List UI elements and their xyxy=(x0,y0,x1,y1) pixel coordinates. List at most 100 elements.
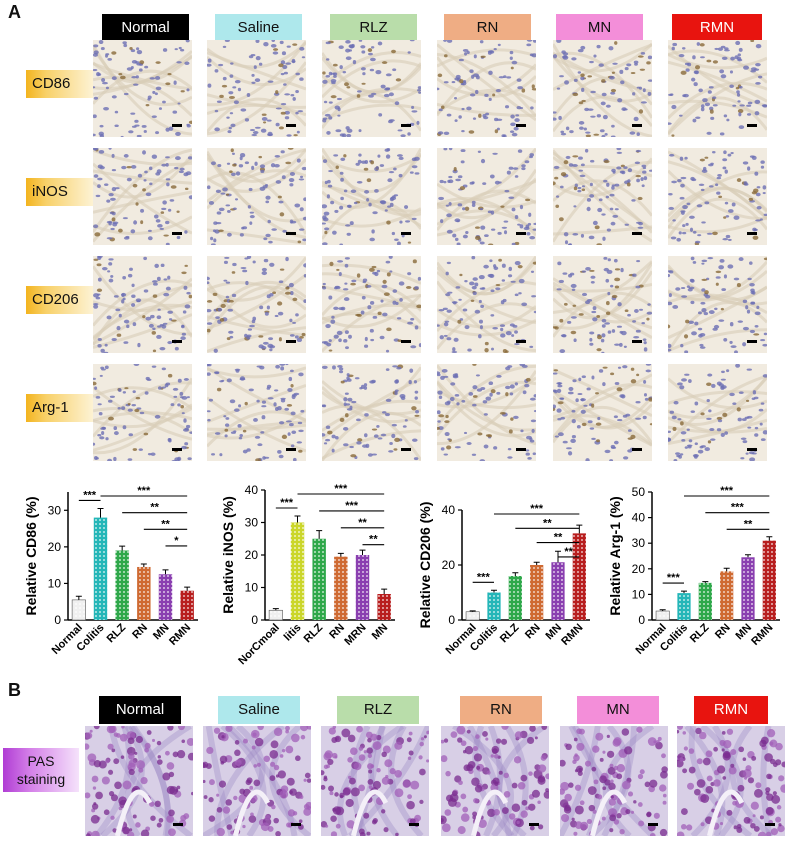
error-bar xyxy=(469,610,476,612)
bar xyxy=(508,576,522,620)
micrograph-tile xyxy=(322,40,421,137)
significance-label: *** xyxy=(345,500,359,512)
y-tick-label: 20 xyxy=(632,562,646,576)
micrograph-tile xyxy=(553,40,652,137)
x-tick-label: MN xyxy=(370,622,391,643)
bar xyxy=(572,533,586,620)
micrograph-image xyxy=(207,40,306,137)
scale-bar xyxy=(401,448,411,451)
micrograph-image xyxy=(668,364,767,461)
bar xyxy=(551,562,565,620)
y-tick-label: 30 xyxy=(632,536,646,550)
scale-bar xyxy=(747,124,757,127)
y-tick-label: 30 xyxy=(48,503,62,517)
pas-micrograph-image xyxy=(85,726,193,836)
significance-label: ** xyxy=(369,534,378,546)
significance-label: *** xyxy=(720,485,734,497)
scale-bar xyxy=(747,340,757,343)
scale-bar xyxy=(291,823,301,826)
y-tick-label: 0 xyxy=(638,613,645,627)
scale-bar xyxy=(747,232,757,235)
significance-label: ** xyxy=(543,517,552,529)
chart-2: 0 20 40 Relative CD206 (%) Normal Colitis RLZ R… xyxy=(400,478,595,668)
y-tick-label: 40 xyxy=(245,483,259,497)
y-tick-label: 40 xyxy=(632,511,646,525)
bar xyxy=(655,610,670,621)
pas-micrograph-tile xyxy=(677,726,785,836)
y-tick-label: 50 xyxy=(632,485,646,499)
bar xyxy=(720,571,734,620)
pas-micrograph-tile xyxy=(441,726,549,836)
bar xyxy=(677,593,691,620)
header-rmn: RMN xyxy=(672,14,762,42)
pas-micrograph-tile xyxy=(85,726,193,836)
micrograph-tile xyxy=(322,364,421,461)
pas-header-normal: Normal xyxy=(99,696,181,724)
micrograph-image xyxy=(207,148,306,245)
panel-a-letter: A xyxy=(8,2,21,22)
bar xyxy=(698,582,712,620)
x-tick-label: RLZ xyxy=(498,621,522,645)
bar xyxy=(487,592,501,620)
scale-bar xyxy=(648,823,658,826)
scale-bar xyxy=(286,124,296,127)
pas-header-rn: RN xyxy=(460,696,542,724)
y-axis-label: Relative iNOS (%) xyxy=(220,496,236,613)
significance-label: *** xyxy=(83,489,97,501)
significance-label: * xyxy=(174,535,179,547)
micrograph-tile xyxy=(207,364,306,461)
x-tick-label: RMN xyxy=(749,622,775,648)
micrograph-tile xyxy=(553,364,652,461)
scale-bar xyxy=(632,340,642,343)
scale-bar xyxy=(172,448,182,451)
x-tick-label: RN xyxy=(130,622,150,642)
pas-header-saline: Saline xyxy=(218,696,300,724)
significance-label: *** xyxy=(667,572,681,584)
x-tick-label: litis xyxy=(282,622,304,644)
x-tick-label: RN xyxy=(713,622,733,642)
micrograph-tile xyxy=(207,148,306,245)
header-rlz: RLZ xyxy=(330,14,417,42)
header-rn: RN xyxy=(444,14,531,42)
y-tick-label: 0 xyxy=(448,613,455,627)
error-bar xyxy=(723,567,730,572)
error-bar xyxy=(119,545,126,551)
scale-bar xyxy=(172,232,182,235)
x-tick-label: RLZ xyxy=(105,621,129,645)
error-bar xyxy=(272,608,279,611)
x-tick-label: RLZ xyxy=(688,621,712,645)
x-tick-label: NorCmoal xyxy=(236,622,282,668)
x-tick-label: RLZ xyxy=(302,621,326,645)
row-label-arg-1: Arg-1 xyxy=(26,394,94,422)
y-tick-label: 20 xyxy=(48,540,62,554)
bar xyxy=(530,565,544,620)
error-bar xyxy=(294,515,301,523)
scale-bar xyxy=(401,232,411,235)
y-tick-label: 0 xyxy=(54,613,61,627)
significance-label: *** xyxy=(731,502,745,514)
micrograph-image xyxy=(553,148,652,245)
micrograph-tile xyxy=(322,148,421,245)
micrograph-tile xyxy=(437,148,536,245)
micrograph-image xyxy=(437,148,536,245)
scale-bar xyxy=(529,823,539,826)
scale-bar xyxy=(173,823,183,826)
y-tick-label: 20 xyxy=(245,548,259,562)
pas-header-mn: MN xyxy=(577,696,659,724)
x-tick-label: MRN xyxy=(342,622,368,648)
micrograph-image xyxy=(668,148,767,245)
pas-micrograph-image xyxy=(321,726,429,836)
pas-label-line2: staining xyxy=(16,771,66,787)
error-bar xyxy=(745,554,751,558)
scale-bar xyxy=(747,448,757,451)
micrograph-tile xyxy=(553,256,652,353)
scale-bar xyxy=(401,340,411,343)
bar xyxy=(741,557,755,620)
scale-bar xyxy=(632,124,642,127)
micrograph-image xyxy=(207,256,306,353)
scale-bar xyxy=(401,124,411,127)
micrograph-tile xyxy=(93,364,192,461)
error-bar xyxy=(766,536,773,541)
micrograph-image xyxy=(553,256,652,353)
scale-bar xyxy=(516,232,526,235)
